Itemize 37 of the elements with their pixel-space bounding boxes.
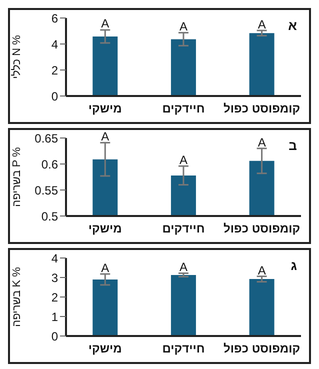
chart-title: ב <box>288 138 297 153</box>
chart-title: ג <box>290 258 297 273</box>
x-tick-label: מישקי <box>88 342 122 356</box>
y-axis-title: כללי N % <box>10 34 23 79</box>
annotation: A <box>101 260 110 275</box>
y-tick-label: 0.55 <box>34 183 58 198</box>
x-tick-label: מישקי <box>88 222 122 236</box>
x-tick-label: קומפוסט כפול <box>224 342 300 356</box>
y-tick-label: 0.65 <box>34 131 58 146</box>
annotation: A <box>101 16 110 31</box>
y-tick-label: 2 <box>51 290 58 304</box>
y-tick-label: 0 <box>51 329 58 344</box>
annotation: A <box>258 135 266 150</box>
x-tick-label: חיידקים <box>162 102 205 116</box>
y-axis-title: בשריפה K % <box>10 266 23 327</box>
x-tick-label: קומפוסט כפול <box>224 222 300 236</box>
annotation: A <box>179 19 188 34</box>
annotation: A <box>179 153 188 168</box>
y-tick-label: 4 <box>51 37 58 52</box>
x-tick-label: מישקי <box>88 102 122 116</box>
annotation: A <box>258 17 266 32</box>
x-tick-label: חיידקים <box>162 222 205 236</box>
y-tick-label: 4 <box>51 251 58 266</box>
y-tick-label: 6 <box>51 11 58 26</box>
x-tick-label: קומפוסט כפול <box>224 102 300 116</box>
y-tick-label: 2 <box>51 63 58 78</box>
y-tick-label: 3 <box>51 270 58 285</box>
y-tick-label: 1 <box>51 310 58 324</box>
x-tick-label: חיידקים <box>162 342 205 356</box>
annotation: A <box>101 130 110 144</box>
y-axis-title: בשריפה P % <box>10 146 23 207</box>
annotation: A <box>258 263 266 278</box>
chart-title: א <box>288 18 297 33</box>
y-tick-label: 0.6 <box>41 157 58 172</box>
y-tick-label: 0.5 <box>41 209 58 224</box>
annotation: A <box>179 260 188 274</box>
y-tick-label: 0 <box>51 89 58 104</box>
